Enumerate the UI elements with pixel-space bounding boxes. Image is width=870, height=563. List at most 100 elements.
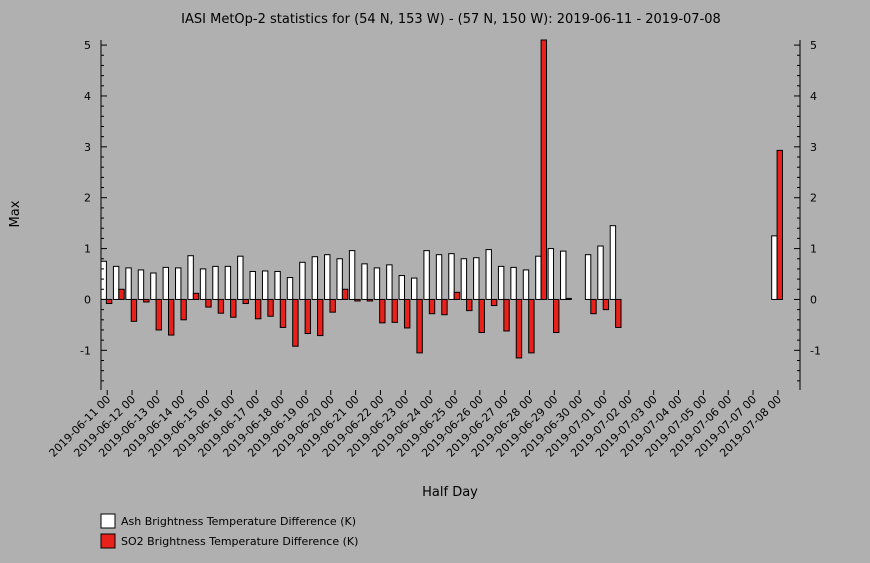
y-tick-label-right: 2 [810, 192, 817, 205]
so2-bar-31 [490, 298, 498, 307]
ash-bar-18 [324, 254, 331, 300]
so2-bar-1 [118, 288, 125, 300]
so2-bar-13 [267, 298, 274, 317]
so2-bar-23 [391, 298, 398, 323]
ash-bar-23 [386, 264, 393, 300]
ash-bar-13 [261, 270, 269, 300]
so2-bar-25 [416, 298, 423, 354]
ash-bar-27 [435, 254, 443, 300]
so2-bar-22 [379, 298, 386, 324]
so2-bar-12 [254, 298, 262, 320]
so2-bar-6 [180, 298, 187, 321]
ash-bar-2 [125, 267, 132, 300]
y-tick-label-left: 4 [84, 90, 91, 103]
so2-bar-19 [341, 288, 349, 300]
ash-bar-9 [212, 265, 219, 300]
legend-label-ash: Ash Brightness Temperature Difference (K… [121, 515, 356, 528]
ash-bar-12 [249, 270, 256, 300]
bars-layer [100, 39, 783, 359]
so2-bar-35 [540, 39, 547, 300]
so2-bar-2 [130, 298, 138, 322]
so2-bar-28 [453, 291, 461, 300]
so2-bar-39 [590, 298, 597, 315]
ash-bar-20 [348, 250, 356, 300]
so2-bar-7 [192, 292, 200, 300]
ash-bar-32 [497, 265, 505, 300]
so2-bar-3 [143, 298, 150, 303]
so2-bar-40 [602, 298, 610, 311]
ash-bar-1 [112, 265, 120, 300]
y-tick-label-right: -1 [810, 344, 821, 357]
y-tick-label-left: 2 [84, 192, 91, 205]
so2-bar-30 [478, 298, 485, 334]
ash-bar-31 [485, 249, 492, 300]
so2-bar-34 [528, 298, 535, 354]
so2-bar-17 [317, 298, 324, 337]
so2-bar-21 [366, 298, 374, 302]
y-tick-label-right: 3 [810, 141, 817, 154]
so2-bar-10 [230, 298, 237, 318]
ash-bar-37 [560, 250, 567, 300]
so2-bar-0 [105, 298, 113, 305]
ash-bar-41 [609, 225, 617, 300]
so2-bar-5 [168, 298, 175, 336]
ash-bar-28 [448, 253, 455, 300]
ash-bar-7 [187, 255, 194, 300]
ash-bar-40 [597, 245, 604, 300]
so2-bar-16 [304, 298, 312, 335]
so2-bar-33 [515, 298, 523, 359]
ash-bar-0 [100, 260, 107, 300]
legend-swatch-so2 [100, 533, 116, 549]
so2-bar-27 [441, 298, 448, 316]
ash-bar-36 [547, 248, 555, 300]
ash-bar-10 [224, 265, 232, 300]
y-tick-label-left: 1 [84, 243, 91, 256]
ash-bar-16 [299, 261, 306, 300]
y-tick-label-right: 1 [810, 243, 817, 256]
so2-bar-18 [329, 298, 336, 313]
legend-swatch-ash [100, 513, 116, 529]
so2-bar-29 [466, 298, 473, 312]
so2-bar-24 [403, 298, 411, 329]
y-axis-label: Max [8, 200, 23, 227]
so2-bar-15 [292, 298, 299, 347]
ash-bar-6 [175, 267, 182, 300]
so2-bar-37 [565, 297, 572, 300]
legend: Ash Brightness Temperature Difference (K… [100, 513, 358, 549]
axes-layer: -1 -1 0 0 1 1 2 2 3 3 4 4 5 5 [80, 39, 821, 390]
chart-title: IASI MetOp-2 statistics for (54 N, 153 W… [181, 12, 721, 27]
ash-bar-22 [373, 267, 381, 300]
so2-bar-8 [205, 298, 212, 308]
ash-bar-17 [311, 256, 319, 300]
so2-bar-20 [354, 298, 361, 302]
ash-bar-35 [535, 255, 542, 300]
ash-bar-15 [286, 277, 294, 300]
x-axis-label: Half Day [422, 485, 478, 500]
y-tick-label-right: 4 [810, 90, 817, 103]
y-tick-label-left: 0 [84, 293, 91, 306]
ash-bar-39 [584, 254, 592, 300]
y-tick-label-right: 0 [810, 293, 817, 306]
ash-bar-30 [473, 257, 480, 300]
so2-bar-26 [428, 298, 436, 315]
so2-bar-36 [553, 298, 560, 334]
so2-bar-4 [155, 298, 162, 331]
ash-bar-14 [274, 270, 281, 300]
ash-bar-21 [361, 263, 368, 300]
ash-bar-3 [137, 269, 145, 300]
so2-bar-14 [279, 298, 287, 328]
so2-bar-9 [217, 298, 225, 314]
ash-bar-19 [336, 258, 343, 300]
so2-bar-11 [242, 298, 249, 305]
ash-bar-24 [398, 275, 405, 300]
ash-bar-4 [150, 272, 157, 300]
y-tick-label-left: 3 [84, 141, 91, 154]
ash-bar-11 [237, 255, 244, 300]
so2-bar-41 [615, 298, 622, 328]
ash-bar-34 [522, 269, 530, 300]
ash-bar-54 [771, 235, 778, 300]
ash-bar-26 [423, 250, 430, 300]
legend-label-so2: SO2 Brightness Temperature Difference (K… [121, 535, 358, 548]
